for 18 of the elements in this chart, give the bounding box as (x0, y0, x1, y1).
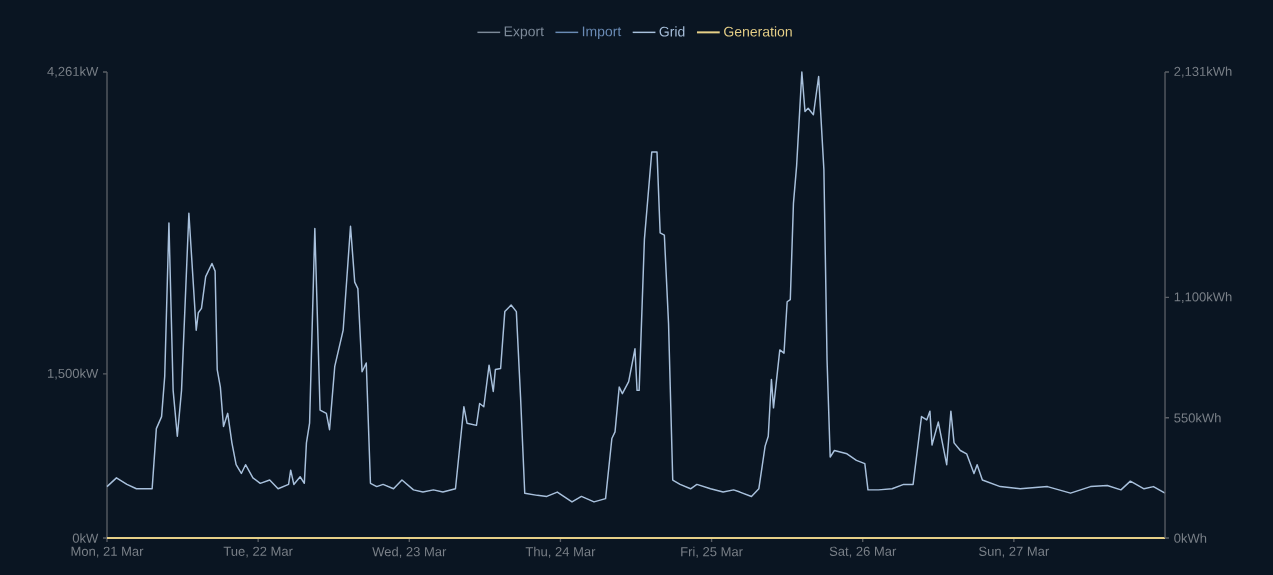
y-tick-label: 0kW (72, 533, 99, 543)
legend-label: Generation (724, 26, 792, 37)
x-tick-label: Tue, 22 Mar (223, 546, 293, 558)
x-tick-label: Sat, 26 Mar (829, 546, 897, 558)
y-tick-label: 1,500kW (47, 368, 99, 380)
x-tick-label: Sun, 27 Mar (979, 546, 1050, 558)
legend-label: Import (582, 26, 622, 40)
x-tick-label: Thu, 24 Mar (525, 546, 596, 558)
x-tick-label: Fri, 25 Mar (681, 546, 743, 558)
legend-label: Grid (659, 26, 685, 37)
y2-tick-label: 0kWh (1174, 533, 1207, 543)
x-tick-label: Wed, 23 Mar (372, 546, 447, 558)
y2-tick-label: 2,131kWh (1174, 66, 1232, 78)
legend-label: Export (504, 26, 544, 40)
x-tick-label: Mon, 21 Mar (71, 546, 144, 558)
y-tick-label: 4,261kW (47, 66, 99, 78)
y2-tick-label: 550kWh (1174, 412, 1221, 423)
y2-tick-label: 1,100kWh (1174, 291, 1232, 303)
